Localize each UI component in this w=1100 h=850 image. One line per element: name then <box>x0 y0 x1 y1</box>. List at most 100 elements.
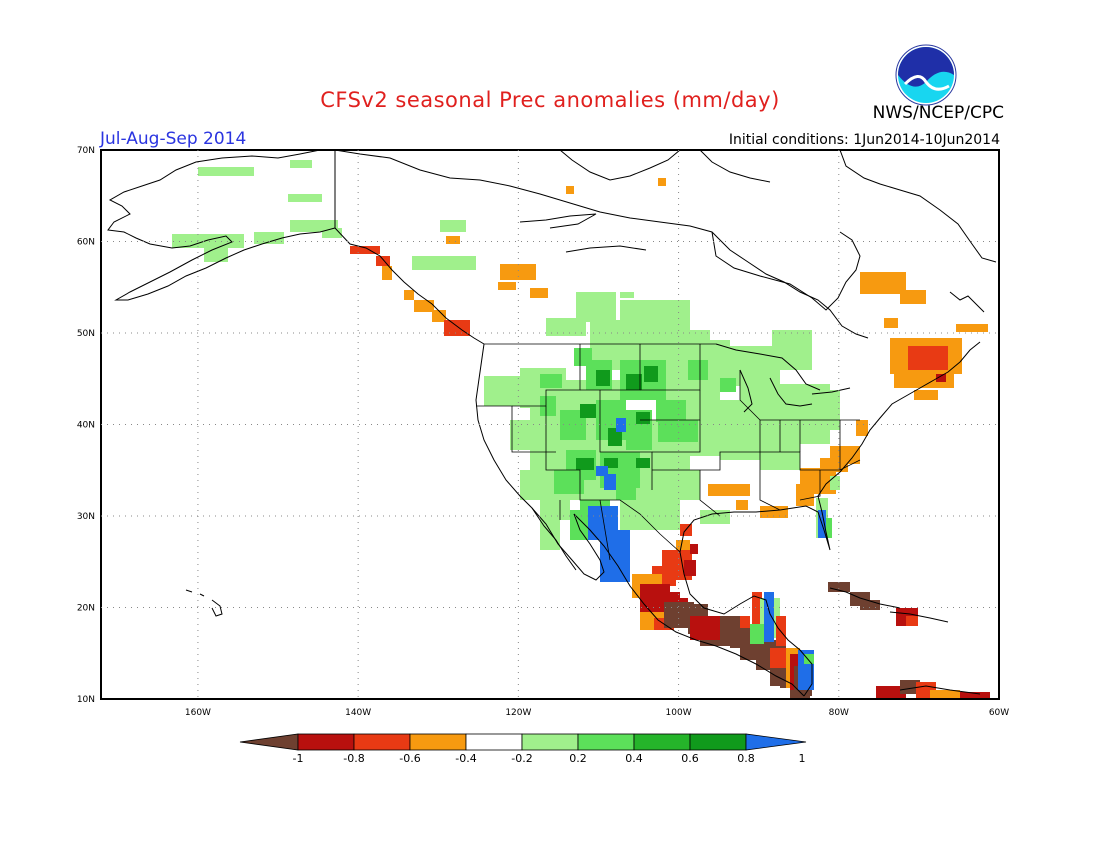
anomaly-cell <box>444 320 470 336</box>
colorbar-label: -0.6 <box>399 752 420 765</box>
anomaly-cell <box>596 466 608 476</box>
anomaly-cell <box>770 648 790 668</box>
anomaly-cell <box>484 376 520 406</box>
anomaly-shading <box>172 160 990 699</box>
anomaly-cell <box>540 496 570 520</box>
political-borders <box>476 343 861 561</box>
anomaly-cell <box>856 420 868 436</box>
colorbar-segment <box>633 733 691 751</box>
colorbar-segment <box>689 733 747 751</box>
anomaly-cell <box>914 390 938 400</box>
anomaly-cell <box>616 482 636 500</box>
colorbar-segment <box>353 733 411 751</box>
anomaly-cell <box>596 370 610 386</box>
initial-conditions: Initial conditions: 1Jun2014-10Jun2014 <box>728 132 1000 148</box>
lat-label: 20N <box>77 604 95 614</box>
anomaly-cell <box>636 458 650 468</box>
anomaly-cell <box>350 246 380 254</box>
colorbar-legend: -1 -0.8 -0.6 -0.4 -0.2 0.2 0.4 0.6 0.8 1 <box>239 733 807 765</box>
colorbar-label: 1 <box>799 752 806 765</box>
anomaly-cell <box>608 428 622 446</box>
lat-label: 40N <box>77 421 95 431</box>
anomaly-cell <box>432 310 446 322</box>
anomaly-cell <box>198 167 254 176</box>
anomaly-cell <box>404 290 414 300</box>
anomaly-cell <box>570 510 590 540</box>
anomaly-cell <box>688 360 708 380</box>
anomaly-cell <box>930 690 960 699</box>
lon-label: 100W <box>666 708 692 718</box>
anomaly-cell <box>760 506 788 518</box>
colorbar-left-arrow <box>239 733 299 751</box>
anomaly-cell <box>254 232 284 244</box>
anomaly-cell <box>412 256 476 270</box>
org-label: NWS/NCEP/CPC <box>872 103 1004 123</box>
anomaly-cell <box>804 654 814 664</box>
anomaly-cell <box>860 272 906 294</box>
anomaly-cell <box>750 624 764 644</box>
anomaly-cell <box>690 616 720 640</box>
anomaly-cell <box>824 518 832 538</box>
colorbar-label: 0.4 <box>625 752 643 765</box>
lon-label: 60W <box>989 708 1009 718</box>
anomaly-cell <box>960 692 990 699</box>
anomaly-cell <box>288 194 322 202</box>
anomaly-cell <box>554 470 584 494</box>
colorbar-segment <box>409 733 467 751</box>
colorbar-segment <box>521 733 579 751</box>
forecast-period: Jul-Aug-Sep 2014 <box>100 129 247 149</box>
anomaly-cell <box>860 600 880 610</box>
anomaly-cell <box>720 440 760 460</box>
longitude-labels: 160W 140W 120W 100W 80W 60W <box>185 708 1009 718</box>
anomaly-cell <box>650 470 700 500</box>
colorbar-label: -1 <box>293 752 304 765</box>
anomaly-cell <box>752 592 762 632</box>
anomaly-cell <box>500 264 536 280</box>
lon-label: 160W <box>185 708 211 718</box>
colorbar-label: -0.4 <box>455 752 476 765</box>
colorbar-label: 0.6 <box>681 752 699 765</box>
anomaly-cell <box>708 484 750 496</box>
colorbar-segment <box>577 733 635 751</box>
anomaly-cell <box>740 616 750 628</box>
anomaly-cell <box>566 186 574 194</box>
colorbar-segment <box>465 733 523 751</box>
anomaly-cell <box>530 288 548 298</box>
anomaly-cell <box>736 500 748 510</box>
anomaly-cell <box>604 474 616 490</box>
anomaly-cell <box>790 690 810 699</box>
anomaly-cell <box>658 420 698 442</box>
latitude-labels: 70N 60N 50N 40N 30N 20N 10N <box>77 146 95 705</box>
map-title: CFSv2 seasonal Prec anomalies (mm/day) <box>320 88 780 112</box>
anomaly-cell <box>204 248 228 262</box>
anomaly-cell <box>446 236 460 244</box>
anomaly-cell <box>580 404 596 418</box>
anomaly-cell <box>684 560 696 576</box>
anomaly-cell <box>546 318 586 336</box>
anomaly-cell <box>656 400 686 422</box>
anomaly-cell <box>644 366 658 382</box>
anomaly-cell <box>414 300 434 312</box>
anomaly-cell <box>576 458 594 470</box>
anomaly-cell <box>876 686 906 699</box>
anomaly-cell <box>616 418 626 432</box>
lat-label: 30N <box>77 512 95 522</box>
anomaly-cell <box>658 178 666 186</box>
colorbar-segment <box>297 733 355 751</box>
anomaly-cell <box>772 330 812 370</box>
anomaly-cell <box>900 680 920 694</box>
anomaly-cell <box>376 256 390 266</box>
colorbar-right-arrow <box>745 733 807 751</box>
anomaly-cell <box>576 292 616 322</box>
anomaly-cell <box>540 374 562 388</box>
colorbar-label: -0.2 <box>511 752 532 765</box>
lat-label: 50N <box>77 329 95 339</box>
lon-label: 140W <box>345 708 371 718</box>
anomaly-cell <box>540 396 556 416</box>
colorbar-label: -0.8 <box>343 752 364 765</box>
anomaly-cell <box>626 374 642 390</box>
lon-label: 80W <box>829 708 849 718</box>
anomaly-cell <box>720 378 736 392</box>
anomaly-cell <box>956 324 988 332</box>
